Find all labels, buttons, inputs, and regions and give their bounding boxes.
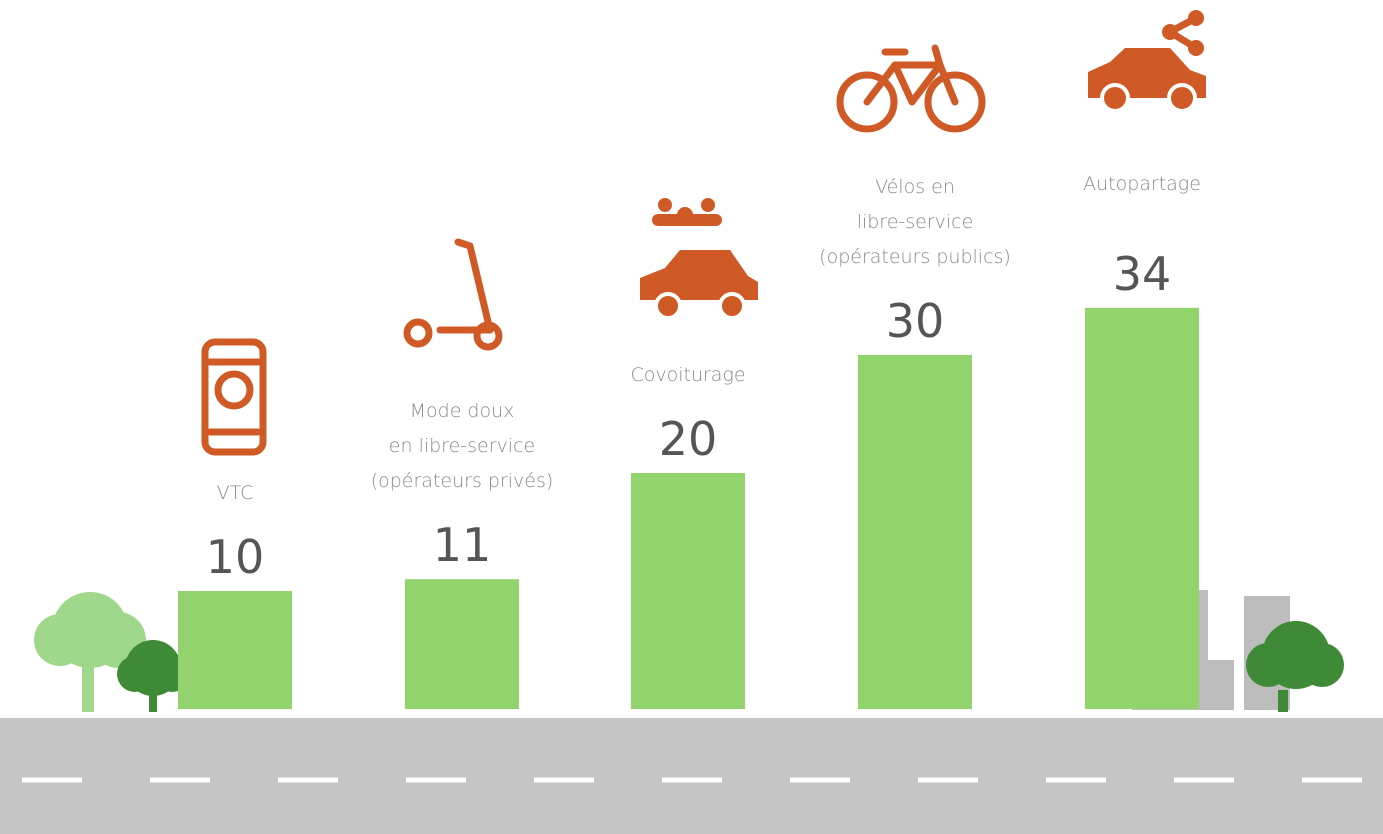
value-label: 11 [433, 518, 492, 572]
category-label: en libre-service [389, 435, 535, 457]
chart: 10 VTC 11 Mode doux en libre-service (opérate… [0, 0, 1383, 834]
value-label: 20 [659, 412, 718, 466]
value-label: 30 [886, 294, 945, 348]
bar [1085, 308, 1199, 709]
icon-bike [840, 48, 982, 129]
value-label: 34 [1113, 247, 1172, 301]
road [0, 718, 1383, 834]
trees-left [34, 592, 190, 712]
category-label: Vélos en [875, 176, 955, 198]
category-label: libre-service [857, 211, 974, 233]
value-label: 10 [206, 530, 265, 584]
icon-carpool [640, 198, 758, 318]
category-label: (opérateurs privés) [371, 470, 554, 492]
category-label: VTC [217, 482, 254, 504]
category-label: Autopartage [1083, 173, 1201, 195]
icon-carshare [1088, 10, 1206, 111]
category-label: (opérateurs publics) [819, 246, 1011, 268]
category-label: Covoiturage [630, 364, 745, 386]
bar [405, 579, 519, 709]
category-label: Mode doux [410, 400, 515, 422]
bar [858, 355, 972, 709]
bar [631, 473, 745, 709]
bar [178, 591, 292, 709]
icon-phone [205, 342, 263, 452]
icon-scooter [407, 242, 499, 347]
